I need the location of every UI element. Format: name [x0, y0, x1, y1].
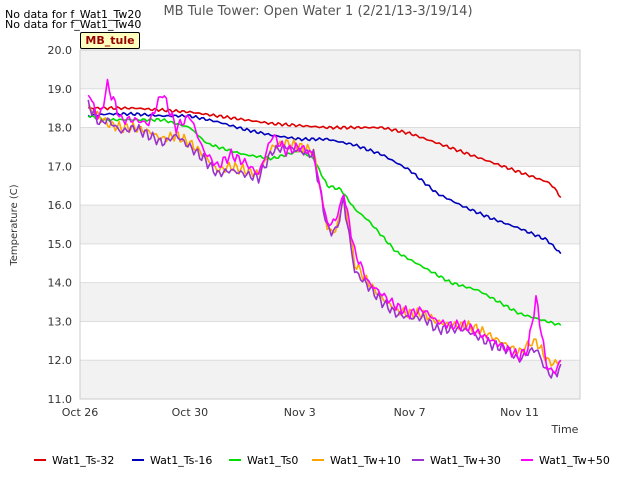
- y-tick-label: 14.0: [48, 277, 73, 290]
- y-tick-label: 20.0: [48, 44, 73, 57]
- grid-band: [80, 127, 580, 167]
- chart-title: MB Tule Tower: Open Water 1 (2/21/13-3/1…: [163, 4, 472, 19]
- legend-item: Wat1_Ts0: [229, 454, 298, 468]
- no-data-note-tw40: No data for f_Wat1_Tw40: [5, 18, 142, 31]
- legend-label: Wat1_Ts-16: [150, 454, 213, 467]
- series-line-wat1-tw-30: [87, 99, 562, 379]
- x-tick-label: Nov 7: [394, 406, 426, 419]
- legend-item: Wat1_Ts-16: [132, 454, 212, 468]
- series-line-wat1-ts-32: [88, 106, 562, 198]
- no-data-note-tw20: No data for f_Wat1_Tw20: [5, 8, 142, 21]
- x-tick-label: Oct 30: [172, 406, 209, 419]
- grid-band: [80, 282, 580, 322]
- legend-label: Wat1_Ts-32: [52, 454, 115, 467]
- x-axis-label: Time: [551, 423, 579, 436]
- series-line-wat1-ts-16: [87, 111, 562, 255]
- y-tick-label: 15.0: [48, 238, 73, 251]
- y-tick-label: 13.0: [48, 315, 73, 328]
- y-tick-label: 19.0: [48, 83, 73, 96]
- legend-item: Wat1_Tw+10: [312, 454, 401, 468]
- legend-swatch: [412, 459, 424, 461]
- site-tag: MB_tule: [80, 32, 140, 49]
- legend-swatch: [229, 459, 241, 461]
- x-tick-label: Nov 3: [284, 406, 316, 419]
- x-tick-label: Nov 11: [500, 406, 539, 419]
- legend: Wat1_Ts-32 Wat1_Ts-16 Wat1_Ts0 Wat1_Tw+10 Wa…: [0, 454, 640, 468]
- y-tick-label: 16.0: [48, 199, 73, 212]
- series-line-wat1-tw-50: [87, 78, 562, 375]
- y-tick-label: 12.0: [48, 354, 73, 367]
- grid-band: [80, 50, 580, 89]
- legend-item: Wat1_Tw+50: [521, 454, 610, 468]
- y-tick-label: 11.0: [48, 393, 73, 406]
- legend-label: Wat1_Tw+30: [430, 454, 501, 467]
- legend-label: Wat1_Tw+50: [539, 454, 610, 467]
- legend-swatch: [312, 459, 324, 461]
- legend-item: Wat1_Tw+30: [412, 454, 501, 468]
- plot-frame: [79, 49, 581, 400]
- legend-label: Wat1_Tw+10: [330, 454, 401, 467]
- legend-swatch: [132, 459, 144, 461]
- legend-label: Wat1_Ts0: [247, 454, 299, 467]
- grid-band: [80, 360, 580, 399]
- legend-swatch: [521, 459, 533, 461]
- series-line-wat1-ts0: [88, 115, 562, 326]
- x-tick-label: Oct 26: [62, 406, 99, 419]
- y-tick-label: 17.0: [48, 160, 73, 173]
- y-axis-label: Temperature (C): [9, 184, 20, 266]
- legend-swatch: [34, 459, 46, 461]
- y-tick-label: 18.0: [48, 122, 73, 135]
- legend-item: Wat1_Ts-32: [34, 454, 114, 468]
